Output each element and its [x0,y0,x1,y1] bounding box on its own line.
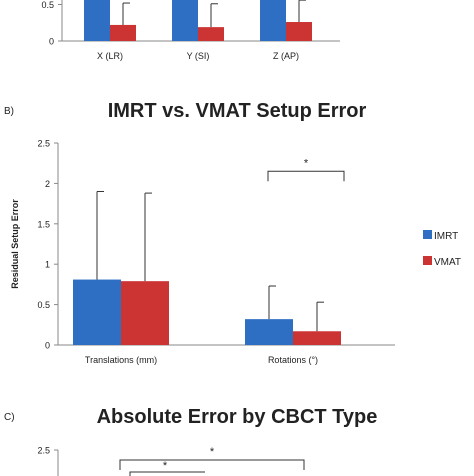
significance-star: * [304,157,309,169]
panel-c-letter: C) [4,412,15,423]
panel-b: B) IMRT vs. VMAT Setup Error 0 0.5 1 1.5 2 2.… [0,88,474,388]
y-tick-label: 0 [45,341,50,351]
bar-vmat [286,22,312,41]
x-tick-label: Y (SI) [187,51,210,61]
bar-imrt [172,0,198,41]
x-tick-label: Z (AP) [273,51,299,61]
legend-label-imrt: IMRT [434,231,458,242]
y-tick-label: 2 [45,179,50,189]
x-tick-label: X (LR) [97,51,123,61]
y-axis-label: Residual Setup Error [10,199,20,289]
panel-a: 0 0.5 X (LR) Y (SI) Z (AP) [0,0,474,72]
y-tick-label: 0 [49,37,54,47]
chart-c-svg: 2.5 * * [37,446,305,476]
significance-star: * [210,446,215,458]
panel-b-letter: B) [4,106,14,117]
chart-a-svg: 0 0.5 X (LR) Y (SI) Z (AP) [41,0,340,61]
significance-bracket [267,170,345,182]
bar-imrt [84,0,110,41]
x-tick-label: Translations (mm) [85,355,157,365]
x-tick-label: Rotations (°) [268,355,318,365]
legend-label-vmat: VMAT [434,257,461,268]
bar-vmat [121,281,169,345]
bar-imrt [245,319,293,345]
y-tick-label: 2.5 [37,139,50,149]
y-tick-label: 1 [45,260,50,270]
chart-b-svg: 0 0.5 1 1.5 2 2.5 Translations (mm) Rotations (… [10,139,461,366]
bar-vmat [198,27,224,41]
bar-vmat [293,331,341,345]
significance-bracket [119,459,305,470]
panel-c: C) Absolute Error by CBCT Type 2.5 * * [0,394,474,476]
y-tick-label: 0.5 [41,0,54,10]
chart-c-title: Absolute Error by CBCT Type [96,406,378,428]
legend-swatch-vmat [423,256,432,265]
y-tick-label: 0.5 [37,300,50,310]
y-tick-label: 2.5 [37,446,50,456]
legend-swatch-imrt [423,230,432,239]
significance-bracket [129,471,205,476]
significance-star: * [163,460,168,472]
bar-vmat [110,24,136,41]
y-tick-label: 1.5 [37,219,50,229]
bar-imrt [260,0,286,41]
chart-b-title: IMRT vs. VMAT Setup Error [107,100,367,122]
bar-imrt [73,279,121,345]
